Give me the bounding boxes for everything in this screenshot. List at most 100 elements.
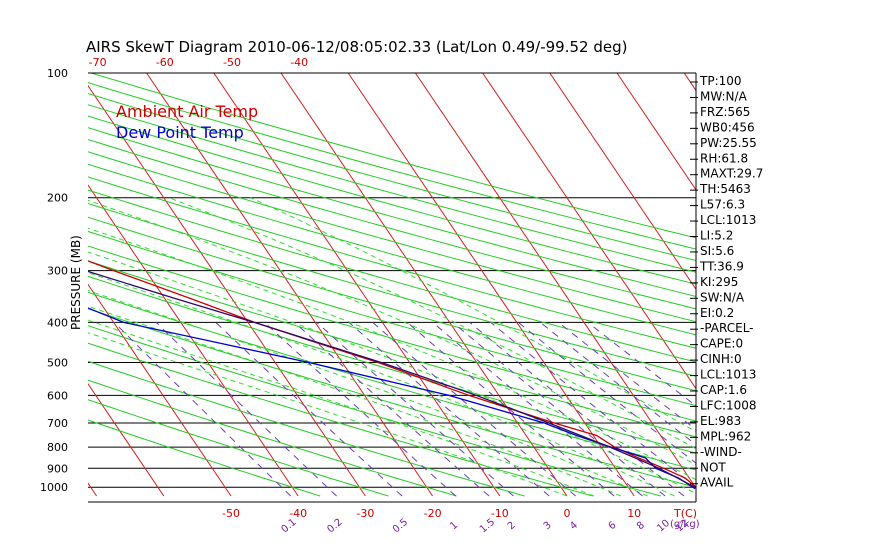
- isotherm--40: [88, 184, 299, 497]
- stat-item: KI:295: [700, 275, 738, 289]
- pressure-tick-label: 800: [47, 441, 68, 454]
- moist-adiabat: [88, 227, 696, 481]
- stat-item: FRZ:565: [700, 105, 750, 119]
- stat-item: CAP:1.6: [700, 383, 747, 397]
- stat-item: LFC:1008: [700, 398, 757, 412]
- mixing-ratio-tick-label: 2: [506, 520, 518, 533]
- dry-adiabat: [88, 189, 696, 363]
- pressure-tick-label: 1000: [40, 481, 68, 494]
- stat-item: CINH:0: [700, 352, 742, 366]
- data-layer: [88, 260, 696, 490]
- mixing-ratio-line: [113, 322, 292, 497]
- stat-item: TP:100: [699, 74, 742, 88]
- stat-item: SI:5.6: [700, 244, 734, 258]
- pressure-tick-label: 500: [47, 357, 68, 370]
- stat-item: LCL:1013: [700, 213, 756, 227]
- moist-adiabat: [88, 332, 568, 497]
- stat-item: EI:0.2: [700, 306, 734, 320]
- dry-adiabat: [88, 325, 662, 497]
- moist-adiabat: [88, 290, 648, 497]
- dry-adiabat: [88, 216, 696, 392]
- dew-point-temp-line: [88, 307, 696, 490]
- pressure-tick-label: 100: [47, 67, 68, 80]
- stat-item: LI:5.2: [700, 229, 733, 243]
- temp-tick-label-top: -70: [89, 56, 107, 69]
- temp-tick-label-top: -40: [290, 56, 308, 69]
- isotherm-30: [482, 73, 696, 390]
- isotherm--20: [146, 73, 434, 497]
- moist-adiabat: [88, 305, 621, 497]
- mixing-ratio-line: [406, 322, 615, 497]
- dry-adiabat: [88, 230, 696, 407]
- mixing-ratio-line: [215, 322, 403, 497]
- dry-adiabat: [88, 82, 696, 250]
- stat-item: SW:N/A: [700, 290, 745, 304]
- stat-item: TH:5463: [699, 182, 751, 196]
- dry-adiabat: [88, 139, 696, 310]
- temp-tick-label-bottom: -40: [289, 507, 307, 520]
- isotherm--60: [88, 382, 165, 497]
- chart-title: AIRS SkewT Diagram 2010-06-12/08:05:02.3…: [86, 38, 627, 56]
- stat-item: NOT: [700, 460, 726, 474]
- pressure-tick-label: 900: [47, 462, 68, 475]
- isotherm-50: [616, 73, 696, 191]
- pressure-tick-label: 300: [47, 265, 68, 278]
- parcel-path-line: [88, 270, 696, 489]
- mixing-ratio-tick-label: 4: [568, 520, 580, 533]
- dry-adiabat: [88, 163, 696, 336]
- mixing-ratio-line: [539, 322, 696, 446]
- legend-ambient-air-temp: Ambient Air Temp: [116, 102, 258, 121]
- temp-tick-label-top: -60: [156, 56, 174, 69]
- mixing-ratio-line: [348, 322, 550, 497]
- stat-item: -WIND-: [700, 445, 742, 459]
- moist-adiabat: [88, 199, 696, 466]
- stat-item: PW:25.55: [700, 136, 757, 150]
- mixing-ratio-line: [469, 322, 685, 497]
- stat-item: -PARCEL-: [700, 321, 754, 335]
- stat-item: EL:983: [700, 414, 741, 428]
- dry-adiabat: [88, 104, 696, 273]
- dry-adiabat: [88, 127, 696, 297]
- temp-tick-label-bottom: -50: [222, 507, 240, 520]
- isotherm-0: [280, 73, 568, 497]
- mixing-ratio-line: [316, 322, 514, 497]
- dry-adiabat: [88, 176, 696, 349]
- dry-adiabat: [88, 115, 696, 285]
- mixing-ratio-tick-label: 0.2: [325, 517, 344, 536]
- moist-adiabat: [88, 272, 675, 497]
- dry-adiabat: [88, 308, 696, 488]
- dry-adiabat: [88, 151, 696, 323]
- mixing-ratio-axis-label: (g/kg): [670, 519, 700, 530]
- moist-adiabat: [88, 319, 595, 497]
- temp-tick-label-bottom: -20: [424, 507, 442, 520]
- isotherm-10: [347, 73, 635, 497]
- pressure-tick-label: 400: [47, 316, 68, 329]
- pressure-tick-label: 700: [47, 417, 68, 430]
- moist-adiabat: [168, 197, 696, 450]
- dry-adiabat: [88, 260, 696, 438]
- isotherm--50: [88, 283, 232, 497]
- isotherm-40: [549, 73, 696, 291]
- mixing-ratio-line: [294, 322, 490, 497]
- stat-item: RH:61.8: [700, 151, 748, 165]
- y-axis-label: PRESSURE (MB): [69, 235, 83, 330]
- grid-layer: [0, 73, 696, 502]
- stat-item: MAXT:29.7: [700, 167, 763, 181]
- stat-item: CAPE:0: [700, 337, 743, 351]
- stat-item: AVAIL: [700, 476, 734, 490]
- temp-tick-label-bottom: -10: [491, 507, 509, 520]
- dry-adiabat: [88, 291, 696, 471]
- dry-adiabat: [88, 92, 696, 262]
- isotherm--80: [0, 73, 29, 496]
- temp-tick-label-bottom: 0: [564, 507, 571, 520]
- pressure-tick-label: 200: [47, 192, 68, 205]
- stat-item: L57:6.3: [700, 198, 745, 212]
- x-axis-label: T(C): [673, 507, 697, 520]
- dry-adiabat: [88, 202, 696, 377]
- dry-adiabat: [88, 399, 389, 497]
- mixing-ratio-line: [518, 322, 696, 464]
- mixing-ratio-line: [372, 322, 577, 497]
